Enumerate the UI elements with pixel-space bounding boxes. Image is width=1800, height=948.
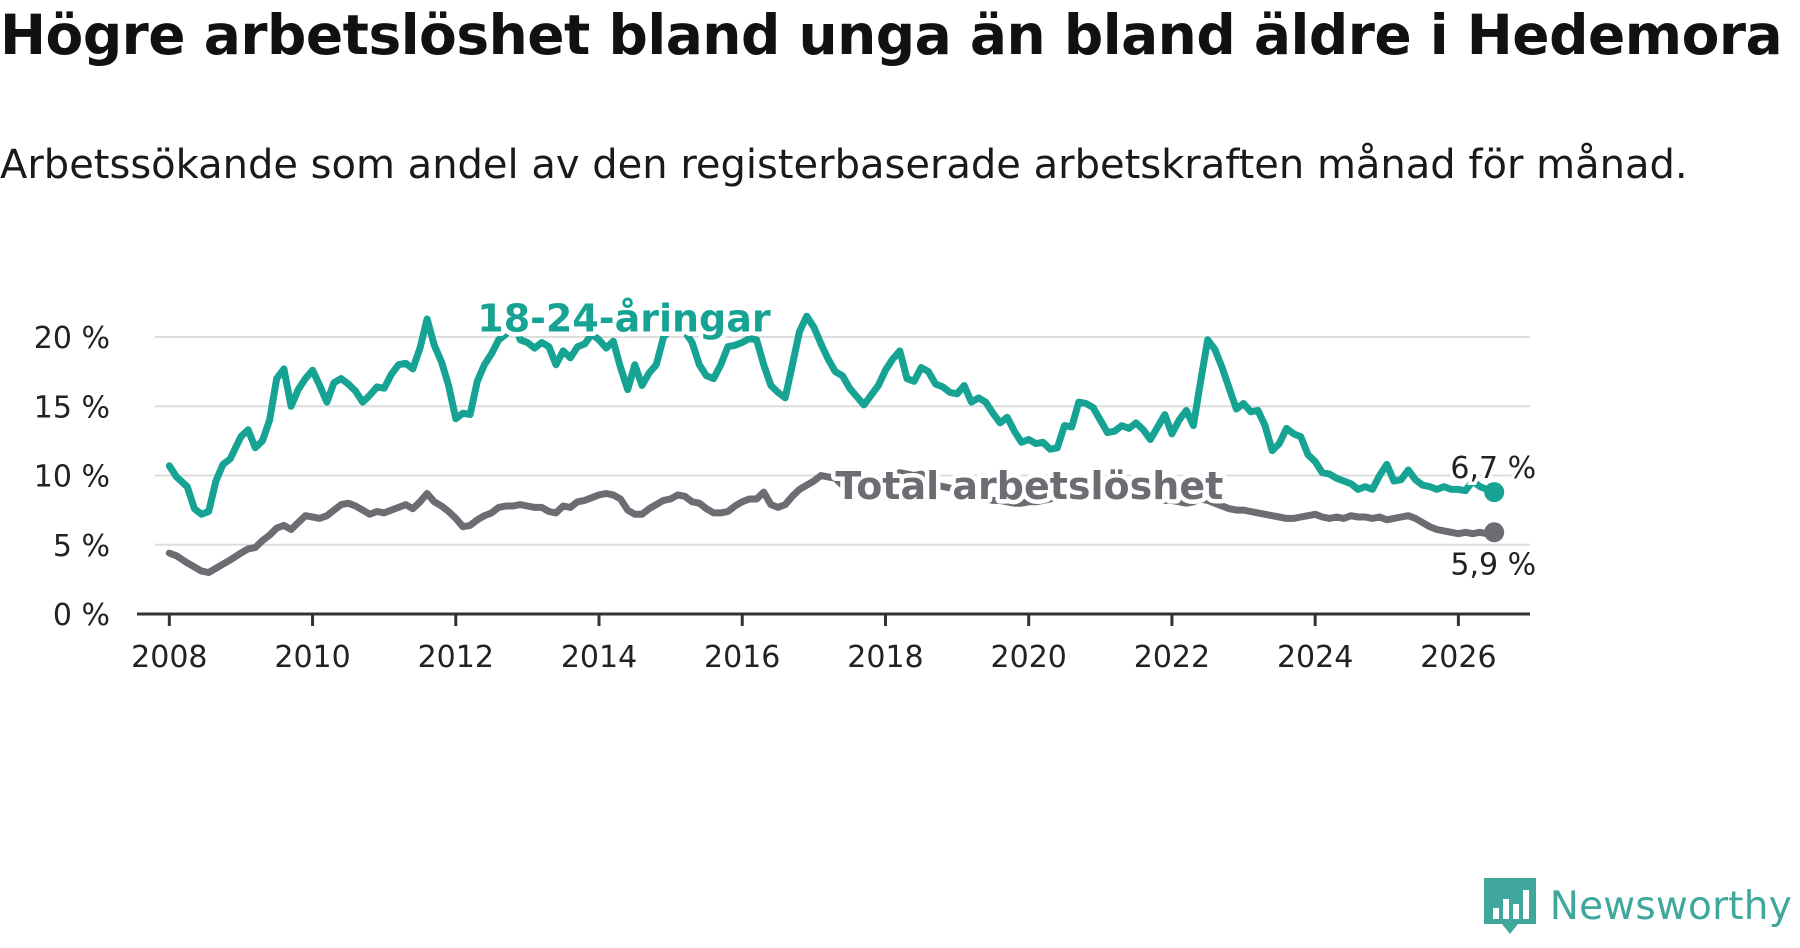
x-tick-label-2014: 2014 [561, 640, 637, 675]
series-line-18-24-åringar [165, 312, 1498, 518]
x-tick-label-2026: 2026 [1420, 640, 1496, 675]
series-label-18-24-åringar: 18-24-åringar [477, 296, 771, 340]
logo-bar-2 [1502, 899, 1509, 919]
brand-name[interactable]: Newsworthy [1549, 883, 1792, 929]
x-axis [137, 612, 1530, 626]
y-axis-tick-labels: 0 % 5 % 10 % 15 % 20 % [34, 321, 110, 633]
series-lines [165, 312, 1505, 576]
chart-subtitle: Arbetssökande som andel av den registerb… [0, 142, 1688, 188]
x-tick-label-2022: 2022 [1134, 640, 1210, 675]
chart-title: Högre arbetslöshet bland unga än bland ä… [0, 3, 1783, 67]
gridlines [155, 336, 1530, 546]
x-tick-label-2010: 2010 [274, 640, 350, 675]
x-tick-label-2020: 2020 [991, 640, 1067, 675]
series-label-total-arbetslöshet: Total arbetslöshet [835, 464, 1223, 508]
logo-bar-4 [1522, 890, 1529, 919]
newsworthy-brand[interactable]: Newsworthy [1482, 874, 1792, 938]
y-tick-label-0: 0 % [53, 598, 110, 633]
x-tick-label-2016: 2016 [704, 640, 780, 675]
newsworthy-logo-icon [1483, 878, 1536, 934]
y-tick-label-15: 15 % [34, 390, 110, 425]
x-tick-label-2018: 2018 [847, 640, 923, 675]
end-label-total: 5,9 % [1450, 547, 1536, 582]
x-axis-tick-labels: 2008 2010 2012 2014 2016 2018 2020 2022 2024 2026 [131, 640, 1496, 675]
logo-bar-3 [1512, 904, 1519, 919]
y-tick-label-5: 5 % [53, 529, 110, 564]
logo-bar-1 [1492, 908, 1499, 919]
x-tick-label-2008: 2008 [131, 640, 207, 675]
series-labels: 18-24-åringar Total arbetslöshet 6,7 % 5,9 … [473, 292, 1540, 586]
end-label-youth: 6,7 % [1450, 451, 1536, 486]
end-marker-total-arbetslöshet [1484, 522, 1505, 543]
y-tick-label-10: 10 % [34, 460, 110, 495]
x-tick-label-2012: 2012 [418, 640, 494, 675]
y-tick-label-20: 20 % [34, 321, 110, 356]
end-marker-18-24-åringar [1484, 482, 1505, 503]
series-line-total-arbetslöshet [165, 469, 1498, 576]
x-tick-label-2024: 2024 [1277, 640, 1353, 675]
